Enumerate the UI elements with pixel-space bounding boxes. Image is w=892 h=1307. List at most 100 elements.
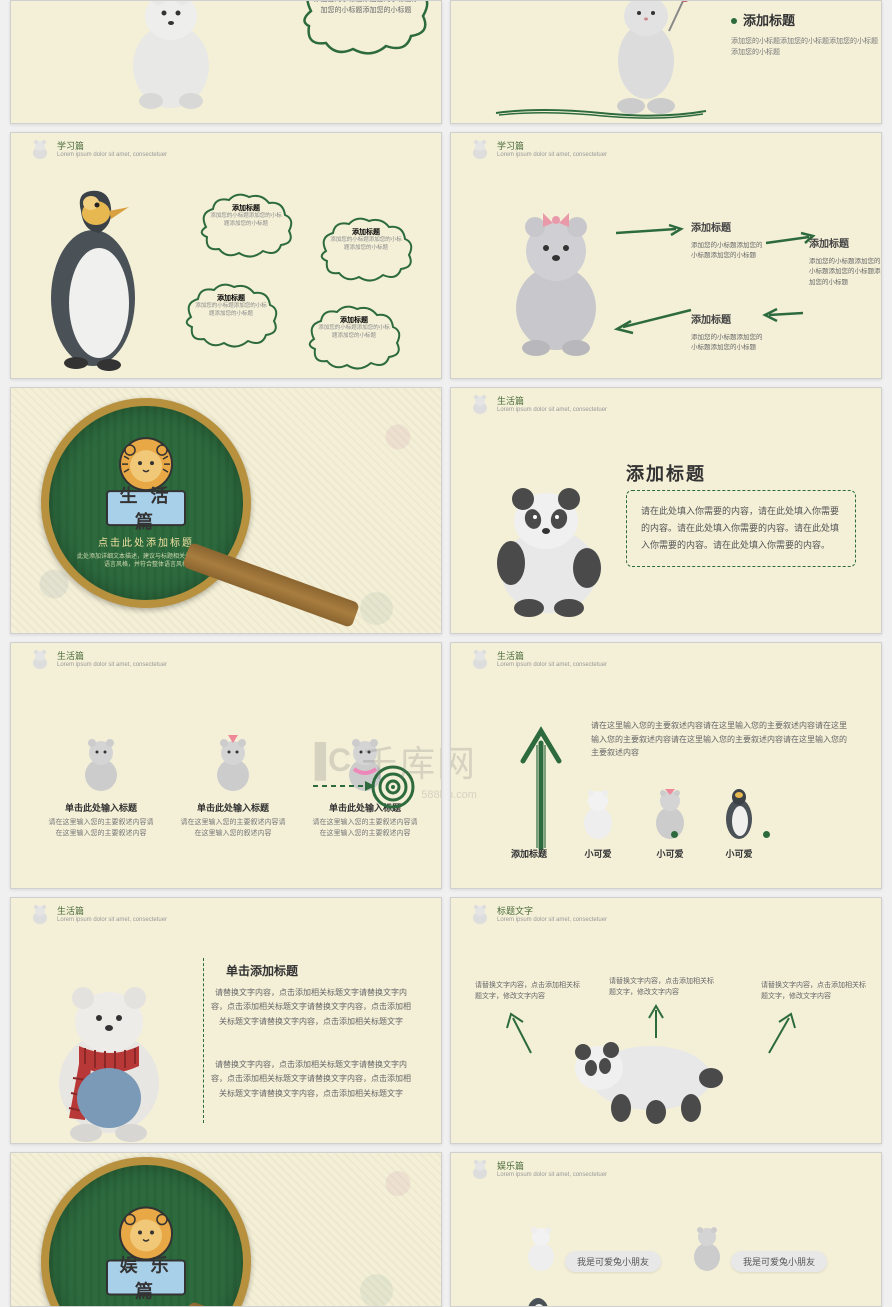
row-label-0: 添加标题 [511,847,547,860]
header-title: 娱乐篇 [497,1159,607,1172]
header-title: 学习篇 [57,139,167,152]
watermark-url: 588ku.com [450,789,477,801]
bubble-text: 添加您的小标题添加您的小标题添加您的小标题添加您的小标题 [311,0,421,16]
header-title: 生活篇 [497,649,607,662]
bear-icon [469,904,491,926]
col-2: 单击此处输入标题 请在这里输入您的主要叙述内容请在这里输入您的叙述内容 [179,723,287,839]
polarbear-small-icon [577,785,619,841]
col-1: 单击此处输入标题 请在这里输入您的主要叙述内容请在这里输入您的主要叙述内容 [47,723,155,839]
bear-small-2 [208,731,258,793]
header-tag: 生活篇 Lorem ipsum dolor sit amet, consecte… [29,904,167,926]
slide-panda-box: 生活篇 Lorem ipsum dolor sit amet, consecte… [450,387,882,634]
watermark-text: 千库网 [450,735,477,787]
bear-icon [29,904,51,926]
slide-scarf-bear: 生活篇 Lorem ipsum dolor sit amet, consecte… [10,897,442,1144]
polar-bear-icon [111,0,231,111]
vertical-divider [203,958,205,1123]
header-sub: Lorem ipsum dolor sit amet, consectetuer [497,1172,607,1178]
col1-desc: 请在这里输入您的主要叙述内容请在这里输入您的主要叙述内容 [47,818,155,839]
slide-rabbit: 添加标题 添加您的小标题添加您的小标题添加您的小标题添加您的小标题 [450,0,882,124]
panda-text-2: 请替换文字内容，点击添加相关标题文字，修改文字内容 [609,976,719,998]
header-title: 学习篇 [497,139,607,152]
polarbear-tiny-1 [521,1223,561,1273]
magnifier-icon: 娱 乐 篇 点击此处添加标题 [41,1157,261,1307]
watermark-url: 588ku.com [421,789,442,801]
rabbit-desc: 添加您的小标题添加您的小标题添加您的小标题添加您的小标题 [731,36,881,58]
header-sub: Lorem ipsum dolor sit amet, consectetuer [57,152,167,158]
rabbit-title: 添加标题 [743,11,795,32]
header-tag: 生活篇 Lorem ipsum dolor sit amet, consecte… [29,649,167,671]
magnifier-icon: 生 活 篇 点击此处添加标题 此处添加详细文本描述，建议与标题相关并符合整体语言… [41,398,261,618]
bear-small-1 [76,731,126,793]
cloud-4-text: 添加标题 添加您的小标题添加您的小标题添加您的小标题 [317,315,391,340]
panda-title: 添加标题 [626,460,706,486]
row-item-2: 小可爱 [649,785,691,860]
arrow-up-3 [761,1008,801,1058]
target-icon [371,765,415,809]
arrow-1 [611,223,691,243]
row-label-1: 小可爱 [585,847,612,860]
arrow-up-1 [501,1008,541,1058]
pill-2: 我是可爱兔小朋友 [731,1251,827,1272]
section-title: 娱 乐 篇 [106,1260,186,1296]
animal-row: 添加标题 小可爱 小可爱 小可爱 [511,785,757,860]
arrow-text-2: 添加标题 添加您的小标题添加您的小标题添加您的小标题添加您的小标题 [809,237,881,288]
bear-icon [29,649,51,671]
arrow-4 [761,305,811,325]
slide-polarbear-cloud: 添加您的小标题添加您的小标题添加您的小标题添加您的小标题 [10,0,442,124]
watermark: ▐C 千库网 588ku.com [450,735,477,787]
panda-icon [481,473,616,618]
penguin-icon [31,183,161,373]
header-sub: Lorem ipsum dolor sit amet, consectetuer [57,662,167,668]
cloud-2-text: 添加标题 添加您的小标题添加您的小标题添加您的小标题 [329,227,403,252]
header-tag: 生活篇 Lorem ipsum dolor sit amet, consecte… [469,394,607,416]
panda-walk-icon [561,1028,731,1128]
header-sub: Lorem ipsum dolor sit amet, consectetuer [497,152,607,158]
dashed-content-box: 请在此处填入你需要的内容，请在此处填入你需要的内容。请在此处填入你需要的内容。请… [626,490,856,567]
col1-title: 单击此处输入标题 [47,801,155,814]
header-tag: 学习篇 Lorem ipsum dolor sit amet, consecte… [29,139,167,161]
scarf-bear-icon [31,968,186,1143]
penguin-tiny [521,1287,555,1307]
slide-bear-arrows: 学习篇 Lorem ipsum dolor sit amet, consecte… [450,132,882,379]
row-item-3: 小可爱 [721,785,757,860]
arrow-3 [611,305,701,335]
bullet-icon [731,18,737,24]
rabbit-title-block: 添加标题 添加您的小标题添加您的小标题添加您的小标题添加您的小标题 [731,11,881,58]
cloud-1-text: 添加标题 添加您的小标题添加您的小标题添加您的小标题 [209,203,283,228]
slide-panda-arrows: 标题文字 Lorem ipsum dolor sit amet, consect… [450,897,882,1144]
arrow-text-3: 添加标题 添加您的小标题添加您的小标题添加您的小标题 [691,313,763,354]
panda-text-3: 请替换文字内容，点击添加相关标题文字，修改文字内容 [761,980,871,1002]
header-title: 生活篇 [497,394,607,407]
header-title: 标题文字 [497,904,607,917]
slide-three-bears-target: 生活篇 Lorem ipsum dolor sit amet, consecte… [10,642,442,889]
header-sub: Lorem ipsum dolor sit amet, consectetuer [497,407,607,413]
pill-1: 我是可爱兔小朋友 [565,1251,661,1272]
scarf-p2: 请替换文字内容，点击添加相关标题文字请替换文字内容，点击添加相关标题文字请替换文… [211,1058,411,1101]
row-label-2: 小可爱 [657,847,684,860]
scarf-p1: 请替换文字内容，点击添加相关标题文字请替换文字内容，点击添加相关标题文字请替换文… [211,986,411,1029]
panda-text-1: 请替换文字内容，点击添加相关标题文字，修改文字内容 [475,980,585,1002]
bear-icon [469,394,491,416]
dot-1 [671,831,678,838]
slide-section-entertain: 娱 乐 篇 点击此处添加标题 [10,1152,442,1307]
header-sub: Lorem ipsum dolor sit amet, consectetuer [57,917,167,923]
arrow-text-1: 添加标题 添加您的小标题添加您的小标题添加您的小标题 [691,221,763,262]
arrow-up-2 [641,1002,671,1042]
penguin-small-icon [721,785,757,841]
col2-title: 单击此处输入标题 [179,801,287,814]
header-tag: 学习篇 Lorem ipsum dolor sit amet, consecte… [469,139,607,161]
slide-penguin-clouds: 学习篇 Lorem ipsum dolor sit amet, consecte… [10,132,442,379]
slide-big-arrow-animals: 生活篇 Lorem ipsum dolor sit amet, consecte… [450,642,882,889]
scribble-base-icon [491,105,711,121]
row-label-3: 小可爱 [726,847,753,860]
header-tag: 标题文字 Lorem ipsum dolor sit amet, consect… [469,904,607,926]
bear-small-icon [649,785,691,841]
header-sub: Lorem ipsum dolor sit amet, consectetuer [497,917,607,923]
header-title: 生活篇 [57,904,167,917]
bear-icon [469,1159,491,1181]
header-title: 生活篇 [57,649,167,662]
header-sub: Lorem ipsum dolor sit amet, consectetuer [497,662,607,668]
cloud-3-text: 添加标题 添加您的小标题添加您的小标题添加您的小标题 [194,293,268,318]
bear-icon [469,649,491,671]
